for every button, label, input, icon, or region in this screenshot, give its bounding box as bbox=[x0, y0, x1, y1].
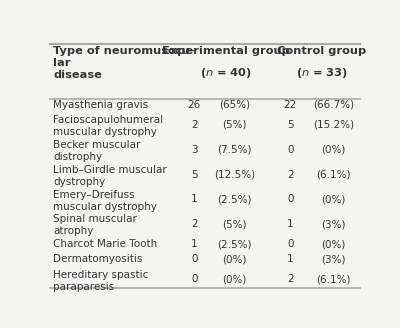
Text: (6.1%): (6.1%) bbox=[316, 274, 351, 284]
Text: (5%): (5%) bbox=[222, 219, 247, 229]
Text: 26: 26 bbox=[188, 100, 201, 110]
Text: Dermatomyositis: Dermatomyositis bbox=[53, 255, 142, 264]
Text: 2: 2 bbox=[191, 120, 198, 130]
Text: 0: 0 bbox=[287, 239, 294, 249]
Text: 2: 2 bbox=[287, 274, 294, 284]
Text: 5: 5 bbox=[191, 170, 198, 179]
Text: Spinal muscular
atrophy: Spinal muscular atrophy bbox=[53, 215, 137, 236]
Text: 1: 1 bbox=[287, 254, 294, 264]
Text: Myasthenia gravis: Myasthenia gravis bbox=[53, 100, 148, 110]
Text: (6.1%): (6.1%) bbox=[316, 170, 351, 179]
Text: Hereditary spastic
paraparesis: Hereditary spastic paraparesis bbox=[53, 270, 148, 292]
Text: 0: 0 bbox=[191, 254, 198, 264]
Text: Charcot Marie Tooth: Charcot Marie Tooth bbox=[53, 239, 157, 249]
Text: (3%): (3%) bbox=[322, 219, 346, 229]
Text: 0: 0 bbox=[191, 274, 198, 284]
Text: (0%): (0%) bbox=[322, 239, 346, 249]
Text: (5%): (5%) bbox=[222, 120, 247, 130]
Text: (7.5%): (7.5%) bbox=[217, 145, 252, 155]
Text: (0%): (0%) bbox=[322, 145, 346, 155]
Text: (2.5%): (2.5%) bbox=[217, 239, 252, 249]
Text: 2: 2 bbox=[191, 219, 198, 229]
Text: (65%): (65%) bbox=[219, 100, 250, 110]
Text: 0: 0 bbox=[287, 195, 294, 204]
Text: 3: 3 bbox=[191, 145, 198, 155]
Text: (15.2%): (15.2%) bbox=[313, 120, 354, 130]
Text: (66.7%): (66.7%) bbox=[313, 100, 354, 110]
Text: 1: 1 bbox=[191, 239, 198, 249]
Text: Facioscapulohumeral
muscular dystrophy: Facioscapulohumeral muscular dystrophy bbox=[53, 115, 163, 137]
Text: 2: 2 bbox=[287, 170, 294, 179]
Text: (2.5%): (2.5%) bbox=[217, 195, 252, 204]
Text: Experimental group: Experimental group bbox=[162, 46, 290, 56]
Text: Limb–Girdle muscular
dystrophy: Limb–Girdle muscular dystrophy bbox=[53, 165, 167, 187]
Text: 1: 1 bbox=[287, 219, 294, 229]
Text: 1: 1 bbox=[191, 195, 198, 204]
Text: Control group: Control group bbox=[278, 46, 367, 56]
Text: 22: 22 bbox=[284, 100, 297, 110]
Text: (0%): (0%) bbox=[222, 274, 247, 284]
Text: (0%): (0%) bbox=[222, 254, 247, 264]
Text: Becker muscular
distrophy: Becker muscular distrophy bbox=[53, 140, 140, 162]
Text: Emery–Dreifuss
muscular dystrophy: Emery–Dreifuss muscular dystrophy bbox=[53, 190, 157, 212]
Text: (0%): (0%) bbox=[322, 195, 346, 204]
Text: ($\it{n}$ = 40): ($\it{n}$ = 40) bbox=[200, 66, 252, 80]
Text: Type of neuromusccu-
lar
disease: Type of neuromusccu- lar disease bbox=[53, 46, 194, 80]
Text: 5: 5 bbox=[287, 120, 294, 130]
Text: (3%): (3%) bbox=[322, 254, 346, 264]
Text: 0: 0 bbox=[287, 145, 294, 155]
Text: (12.5%): (12.5%) bbox=[214, 170, 255, 179]
Text: ($\it{n}$ = 33): ($\it{n}$ = 33) bbox=[296, 66, 348, 80]
